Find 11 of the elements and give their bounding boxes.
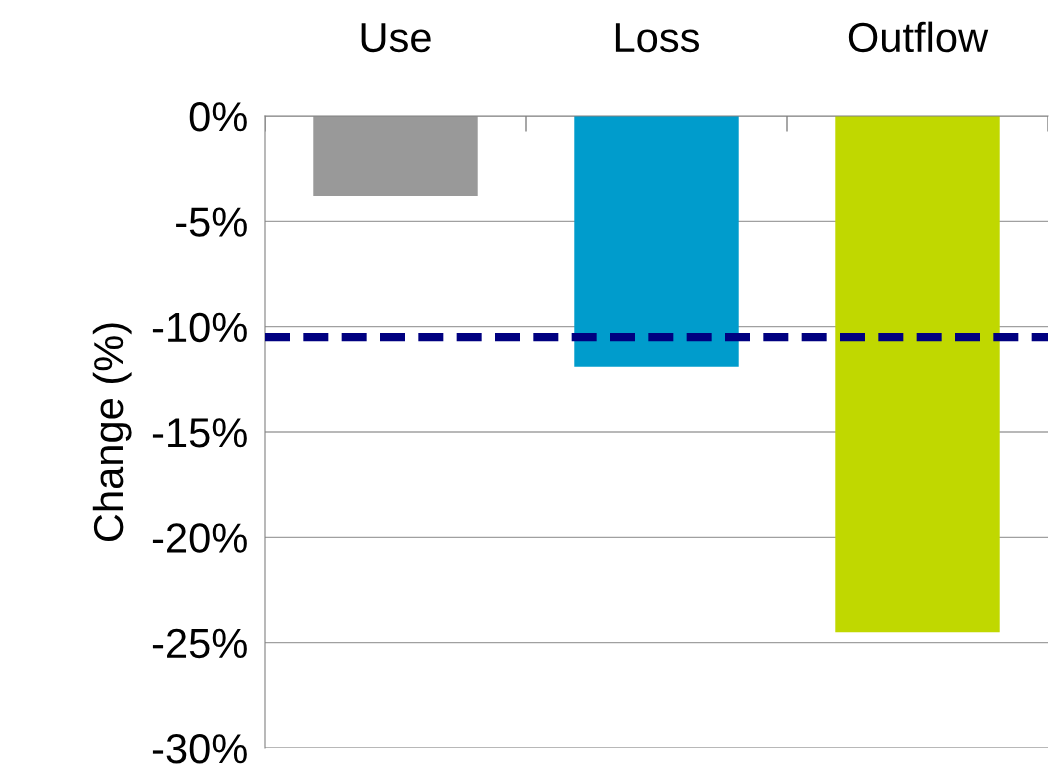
y-tick-label: -10% <box>152 312 247 343</box>
y-tick-label: -15% <box>152 418 247 448</box>
y-tick-label: -30% <box>152 734 247 764</box>
y-axis-title: Change (%) <box>92 323 132 542</box>
y-tick-label: -20% <box>152 523 247 553</box>
y-tick-label: 0% <box>189 102 247 132</box>
y-tick-label: -5% <box>176 207 247 237</box>
x-tick-label: Outflow <box>848 21 989 53</box>
x-tick-label: Use <box>361 23 431 53</box>
x-tick-label: Loss <box>615 23 699 53</box>
y-tick-label: -25% <box>152 628 247 659</box>
